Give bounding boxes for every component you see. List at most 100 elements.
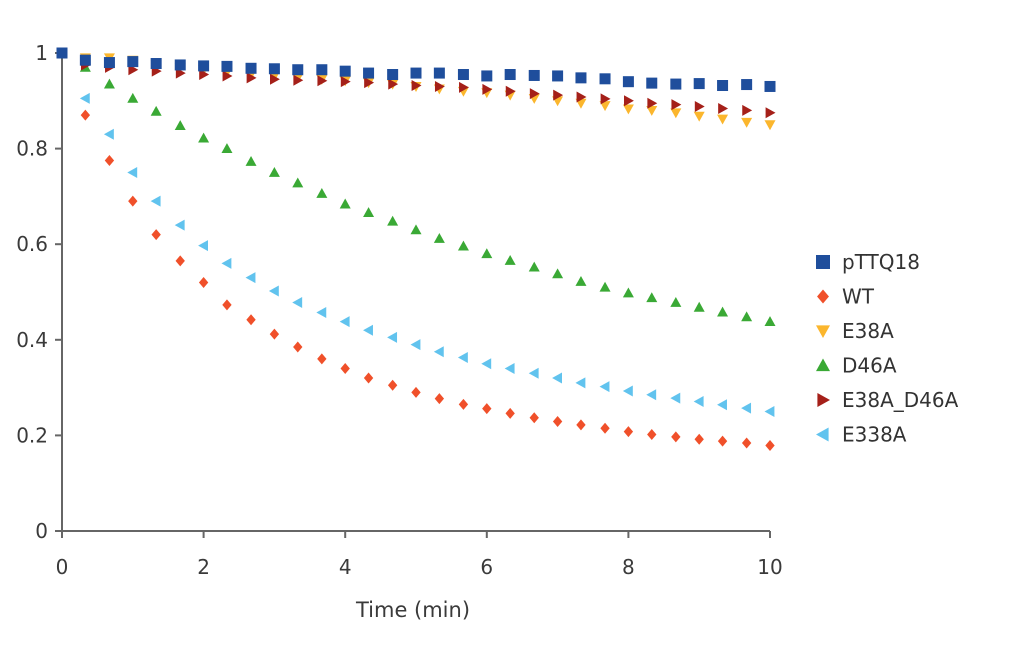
data-point — [104, 155, 115, 167]
data-point — [174, 59, 186, 71]
data-point — [623, 426, 634, 438]
y-tick-label: 0.8 — [16, 137, 48, 161]
data-point — [317, 75, 328, 87]
legend-label: E38A — [842, 319, 894, 343]
y-tick-label: 0.6 — [16, 232, 48, 256]
data-point — [600, 422, 610, 434]
data-point — [411, 80, 422, 92]
data-point — [646, 292, 658, 303]
data-point — [552, 268, 564, 279]
data-point — [670, 392, 681, 404]
x-tick-label: 2 — [197, 555, 210, 579]
data-point — [410, 67, 422, 79]
data-point — [765, 107, 776, 119]
data-point — [717, 114, 729, 125]
data-point — [693, 301, 705, 312]
legend-marker-icon — [816, 325, 830, 338]
data-point — [222, 70, 233, 82]
data-point — [433, 67, 445, 79]
data-point — [199, 69, 210, 81]
series-E38A_D46A — [57, 47, 776, 119]
x-axis-title: Time (min) — [355, 598, 470, 622]
data-point — [221, 257, 232, 269]
y-axis-ticks: 0 0.2 0.4 0.6 0.8 1 — [16, 41, 62, 543]
data-point — [434, 80, 445, 92]
data-point — [764, 120, 776, 131]
data-point — [103, 57, 115, 69]
series-E338A — [56, 47, 775, 417]
data-point — [693, 395, 704, 407]
y-tick-label: 0 — [35, 519, 48, 543]
data-point — [693, 111, 705, 122]
data-point — [717, 306, 729, 317]
legend-label: D46A — [842, 354, 897, 378]
data-point — [79, 54, 91, 66]
data-point — [434, 393, 445, 405]
data-point — [387, 379, 398, 391]
data-point — [600, 93, 611, 105]
data-point — [246, 314, 256, 326]
data-point — [245, 156, 257, 166]
legend-marker-icon — [817, 289, 829, 304]
x-tick-label: 6 — [480, 555, 493, 579]
data-point — [670, 78, 682, 90]
data-point — [765, 439, 775, 451]
data-point — [150, 105, 162, 116]
data-point — [599, 101, 611, 112]
data-point — [363, 207, 375, 218]
data-point — [339, 65, 351, 77]
data-point — [622, 104, 634, 115]
data-point — [269, 328, 280, 340]
legend-item: WT — [817, 285, 875, 309]
x-tick-label: 0 — [56, 555, 69, 579]
data-markers — [56, 47, 776, 451]
x-tick-label: 4 — [339, 555, 352, 579]
data-point — [624, 95, 634, 107]
data-point — [270, 73, 280, 85]
series-E38A — [56, 48, 776, 131]
data-point — [742, 104, 753, 116]
data-point — [741, 117, 753, 128]
data-point — [388, 78, 399, 90]
data-point — [150, 58, 162, 70]
data-point — [552, 70, 564, 82]
data-point — [482, 83, 493, 95]
data-point — [340, 76, 351, 88]
data-point — [647, 428, 657, 440]
data-point — [717, 435, 728, 447]
legend-marker-icon — [816, 427, 829, 442]
data-point — [553, 89, 564, 101]
data-point — [174, 219, 185, 231]
data-point — [387, 331, 398, 343]
data-point — [339, 316, 350, 328]
series-pTTQ18 — [56, 47, 776, 92]
y-tick-label: 1 — [35, 41, 48, 65]
data-point — [764, 80, 776, 92]
data-point — [268, 63, 280, 75]
data-point — [363, 372, 374, 384]
legend-label: WT — [842, 285, 875, 309]
data-point — [317, 353, 327, 365]
data-point — [671, 99, 682, 111]
data-point — [622, 76, 634, 88]
data-point — [717, 80, 729, 92]
data-point — [127, 167, 138, 178]
data-point — [528, 261, 540, 272]
data-point — [717, 399, 727, 411]
data-point — [411, 386, 421, 398]
series-WT — [57, 47, 775, 451]
data-point — [575, 377, 586, 389]
data-point — [198, 240, 208, 252]
data-point — [268, 285, 279, 297]
data-point — [340, 362, 350, 374]
data-point — [457, 351, 468, 363]
data-point — [599, 381, 610, 393]
data-point — [174, 120, 186, 131]
data-point — [552, 416, 563, 428]
data-point — [103, 128, 114, 140]
data-point — [529, 412, 539, 424]
data-point — [741, 402, 752, 414]
data-point — [482, 403, 492, 415]
data-point — [198, 276, 209, 288]
